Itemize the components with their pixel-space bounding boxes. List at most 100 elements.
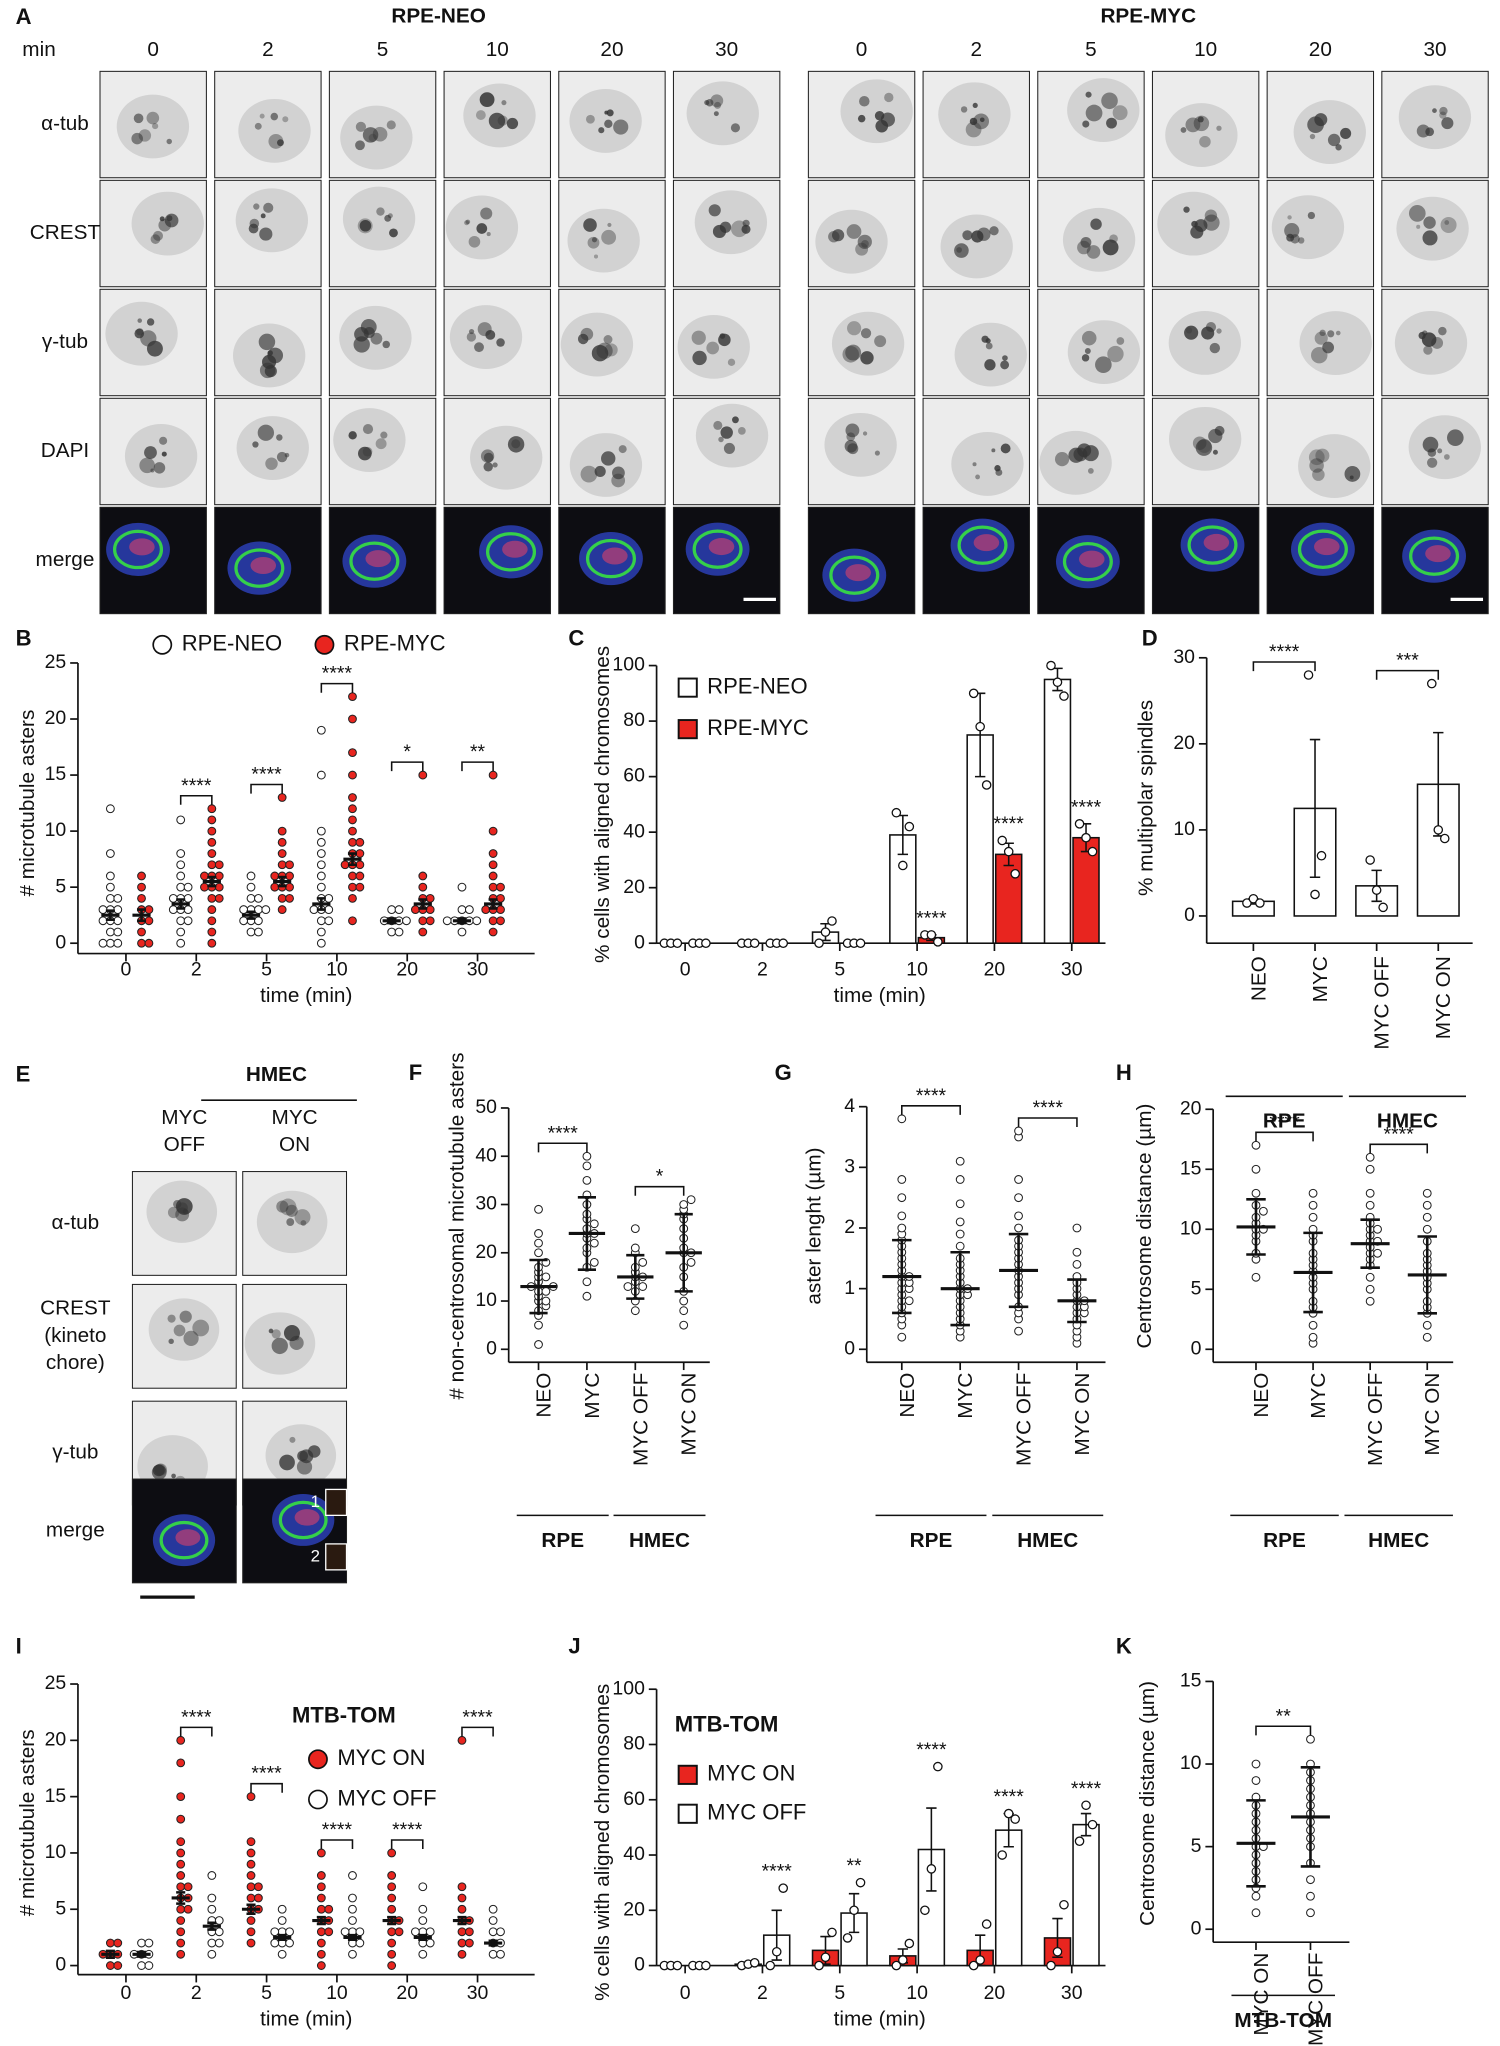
x-tick-label: MYC [954,1373,977,1419]
data-point [638,1282,648,1291]
micrograph-signal [1409,536,1460,576]
data-point [820,1952,831,1963]
time-tick-label: 5 [1085,38,1097,61]
data-point [955,1241,965,1251]
x-tick-label: MYC OFF [1304,1953,1327,2046]
data-point [277,849,287,858]
data-point [207,1949,217,1959]
data-point [355,860,365,870]
data-point [176,1859,186,1869]
y-tick-label: 0 [634,931,645,953]
data-point [968,688,979,699]
panel-letter: C [568,625,584,650]
data-point [316,860,326,870]
micrograph-signal [179,1310,192,1323]
group-label: HMEC [1017,1529,1078,1552]
x-tick-label: MYC ON [1432,956,1455,1039]
data-point [1255,898,1265,908]
data-point [1365,1188,1375,1198]
micrograph-signal [1194,219,1208,233]
micrograph-signal [973,113,990,130]
bar [994,1829,1023,1967]
micrograph-signal [276,1200,289,1213]
group-label: RPE [541,1529,584,1552]
x-tick-label: 10 [326,959,348,981]
data-point [176,1735,186,1745]
micrograph-signal [276,451,288,463]
y-tick-label: 0 [486,1337,497,1359]
error-bar [176,898,186,910]
micrograph-signal [1081,330,1097,346]
data-point [1046,660,1056,671]
data-point [355,882,365,892]
x-tick-label: MYC OFF [1013,1373,1036,1466]
significance-bracket [634,1185,685,1196]
data-point [534,1204,543,1214]
data-point [176,882,186,892]
group-label: HMEC [629,1529,690,1552]
data-point [387,1871,397,1880]
micrograph-signal [268,1328,274,1334]
data-point [582,1161,592,1171]
micrograph-signal [1101,92,1118,110]
data-point [464,1927,474,1937]
data-point [246,1927,256,1937]
micrograph-signal [1201,326,1215,340]
data-point [176,1882,186,1892]
error-bar [176,1891,186,1905]
data-point [105,849,115,858]
significance-label: **** [762,1861,793,1883]
micrograph-signal [975,474,980,480]
error-bar [1008,1232,1029,1309]
micrograph-signal [112,529,164,570]
micrograph-signal [250,557,277,575]
error-bar [418,898,428,910]
micrograph-signal [972,462,977,467]
data-point [207,826,217,836]
micrograph-signal [718,436,724,443]
data-point [246,1859,256,1869]
data-point [955,1156,965,1166]
data-point [340,1927,350,1937]
micrograph-signal [1197,438,1212,453]
data-point [1422,1188,1432,1198]
micrograph-signal [577,333,589,345]
data-point [324,893,334,903]
legend-marker [677,1803,698,1824]
micrograph-signal [257,424,275,441]
micrograph-signal [308,1445,321,1458]
data-point [1081,832,1091,843]
x-tick-label: 20 [984,959,1006,981]
micrograph-signal [362,446,373,457]
legend-title: MTB-TOM [292,1702,396,1727]
y-tick-label: 10 [1180,1752,1202,1774]
data-point [137,882,146,892]
micrograph-signal [294,1209,311,1226]
data-point [1059,691,1069,701]
micrograph-signal [1067,320,1141,385]
micrograph-signal [994,465,1001,472]
y-tick-label: 3 [844,1155,855,1177]
data-point [402,916,411,926]
data-point [270,882,280,892]
data-point [623,1282,633,1291]
data-point [183,916,193,926]
data-point [277,1949,287,1959]
row-label: DAPI [41,439,89,462]
data-point [997,835,1008,846]
micrograph-signal [1322,341,1334,354]
data-point [277,905,287,914]
micrograph-signal [1444,220,1450,225]
x-tick-label: 20 [396,1982,418,2004]
x-axis-label: time (min) [834,984,926,1007]
micrograph-signal [167,1314,176,1323]
data-point [214,1927,224,1937]
data-point [1072,1259,1082,1269]
data-point [1052,1946,1063,1957]
data-point [897,1223,907,1233]
row-label: CREST [40,1297,111,1320]
micrograph-signal [1000,360,1010,370]
micrograph-signal [151,1464,167,1480]
data-point [1242,898,1252,908]
inset-label: 2 [311,1546,320,1565]
